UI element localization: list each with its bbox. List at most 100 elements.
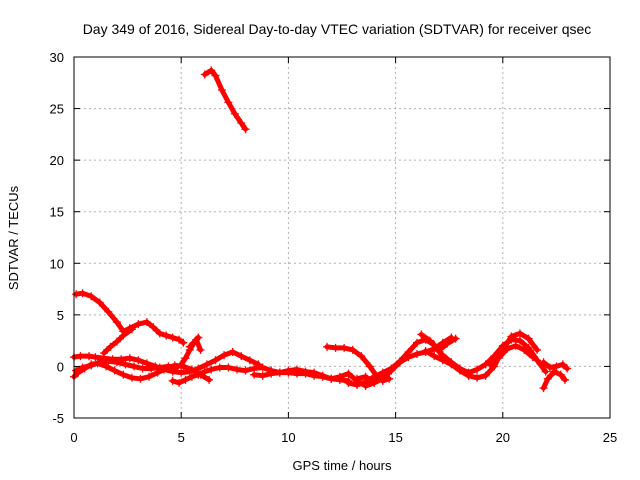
y-tick-label: 15: [50, 205, 64, 220]
data-point: [127, 325, 136, 334]
data-point: [106, 342, 115, 351]
data-point: [528, 353, 537, 362]
data-point: [430, 352, 439, 361]
data-point: [485, 360, 494, 369]
data-point: [524, 334, 533, 343]
data-point: [187, 365, 196, 374]
data-point: [250, 370, 259, 379]
x-tick-label: 15: [388, 430, 402, 445]
series-arc-high: [200, 66, 250, 134]
data-point: [335, 372, 344, 381]
data-point: [464, 368, 473, 377]
data-point: [224, 98, 233, 107]
data-point: [275, 368, 284, 377]
y-tick-label: -5: [52, 411, 64, 426]
data-point: [127, 373, 136, 382]
y-tick-label: 5: [57, 308, 64, 323]
data-point: [200, 70, 209, 79]
series-arc-17: [539, 358, 572, 373]
data-point: [292, 365, 301, 374]
data-point: [361, 372, 370, 381]
data-point: [168, 333, 177, 342]
data-point: [162, 331, 171, 340]
data-point: [353, 374, 362, 383]
data-point: [258, 371, 267, 380]
y-tick-label: 0: [57, 359, 64, 374]
data-point: [78, 363, 87, 372]
data-point: [142, 318, 151, 327]
data-point: [200, 367, 209, 376]
data-point: [434, 346, 443, 355]
data-point: [85, 352, 94, 361]
data-point: [552, 362, 561, 371]
series-arc-2: [100, 325, 136, 358]
data-point: [455, 364, 464, 373]
data-point: [138, 364, 147, 373]
data-point: [232, 365, 241, 374]
series-line: [202, 67, 248, 132]
data-point: [443, 339, 452, 348]
data-point: [78, 289, 87, 298]
data-point: [556, 370, 565, 379]
data-point: [507, 335, 516, 344]
data-point: [344, 378, 353, 387]
x-tick-label: 20: [496, 430, 510, 445]
data-point: [344, 369, 353, 378]
data-point: [104, 307, 113, 316]
data-point: [241, 366, 250, 375]
data-point: [125, 354, 134, 363]
data-point: [447, 358, 456, 367]
data-point: [149, 323, 158, 332]
data-point: [130, 362, 139, 371]
data-point: [413, 338, 422, 347]
data-point: [215, 363, 224, 372]
data-point: [515, 329, 524, 338]
tick-labels: 0 5 10 15 20 25 -5 0 5 10 15 20 25 30: [50, 50, 618, 445]
data-point: [207, 66, 216, 75]
data-point: [187, 372, 196, 381]
data-point: [181, 354, 190, 363]
series-group: [70, 66, 572, 393]
data-point: [87, 361, 96, 370]
data-point: [560, 375, 569, 384]
data-point: [473, 373, 482, 382]
data-point: [563, 364, 572, 373]
data-point: [515, 336, 524, 345]
data-point: [220, 351, 229, 360]
data-point: [331, 343, 340, 352]
data-point: [87, 292, 96, 301]
data-point: [404, 353, 413, 362]
data-point: [168, 376, 177, 385]
series-arc-8: [185, 335, 205, 354]
data-point: [211, 356, 220, 365]
data-point: [224, 363, 233, 372]
data-point: [202, 360, 211, 369]
data-point: [438, 351, 447, 360]
data-point: [72, 366, 81, 375]
data-point: [181, 375, 190, 384]
data-point: [327, 374, 336, 383]
data-point: [245, 356, 254, 365]
data-point: [503, 344, 512, 353]
data-point: [95, 358, 104, 367]
data-point: [194, 370, 203, 379]
data-point: [539, 384, 548, 393]
data-point: [175, 335, 184, 344]
y-tick-label: 20: [50, 153, 64, 168]
data-point: [119, 331, 128, 340]
data-point: [110, 366, 119, 375]
data-point: [541, 367, 550, 376]
data-point: [164, 362, 173, 371]
data-point: [205, 375, 214, 384]
data-point: [301, 367, 310, 376]
data-point: [112, 358, 121, 367]
x-tick-label: 0: [70, 430, 77, 445]
x-axis-label: GPS time / hours: [293, 458, 392, 473]
data-point: [177, 360, 186, 369]
data-point: [533, 356, 542, 365]
data-point: [237, 119, 246, 128]
data-point: [340, 343, 349, 352]
plot-frame: [73, 56, 611, 419]
data-point: [228, 347, 237, 356]
